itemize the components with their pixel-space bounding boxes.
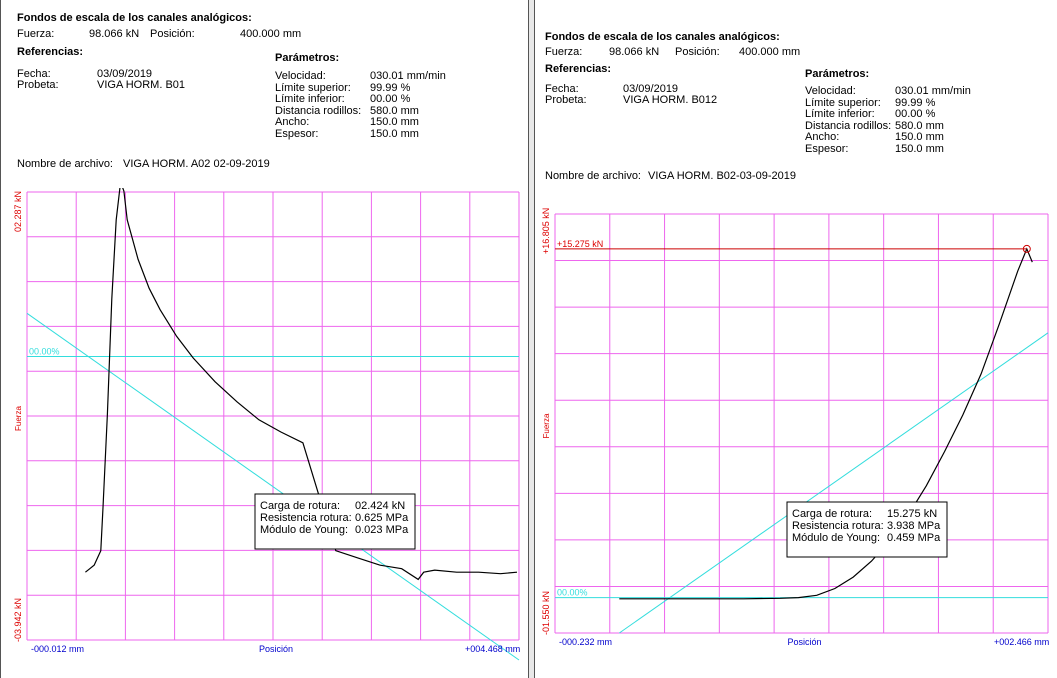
result-value: 15.275 kN xyxy=(887,508,937,520)
result-value: 0.459 MPa xyxy=(887,532,941,544)
fecha-label: Fecha: xyxy=(545,83,579,95)
param-value: 150.0 mm xyxy=(895,131,944,143)
param-label: Espesor: xyxy=(275,127,319,140)
x-axis-min-label: -000.012 mm xyxy=(31,644,84,654)
param-value: 99.99 % xyxy=(895,96,936,109)
report-header: Fondos de escala de los canales analógic… xyxy=(543,8,1053,188)
param-value: 150.0 mm xyxy=(370,116,419,128)
param-label: Límite inferior: xyxy=(275,93,345,105)
y-axis-title: Fuerza xyxy=(542,413,551,438)
probeta-value: VIGA HORM. B012 xyxy=(623,94,718,106)
param-value: 580.0 mm xyxy=(370,104,419,117)
param-label: Espesor: xyxy=(805,142,849,155)
scale-title: Fondos de escala de los canales analógic… xyxy=(17,12,252,24)
probeta-value: VIGA HORM. B01 xyxy=(97,79,186,91)
posicion-value: 400.000 mm xyxy=(739,46,801,58)
report-panel-right: Fondos de escala de los canales analógic… xyxy=(534,0,1057,678)
x-axis-max-label: +004.468 mm xyxy=(465,644,520,654)
y-axis-max-label: +16.805 kN xyxy=(541,208,551,254)
y-axis-min-label: -01.550 kN xyxy=(541,591,551,635)
param-label: Límite superior: xyxy=(275,81,351,94)
param-value: 150.0 mm xyxy=(370,127,419,140)
referencias-title: Referencias: xyxy=(545,63,612,75)
peak-load-label: +15.275 kN xyxy=(557,239,603,249)
result-label: Módulo de Young: xyxy=(260,524,348,536)
x-axis-min-label: -000.232 mm xyxy=(559,637,612,647)
param-label: Ancho: xyxy=(805,131,840,143)
result-value: 02.424 kN xyxy=(355,500,405,512)
archivo-label: Nombre de archivo: xyxy=(545,170,641,182)
y-axis-max-label: 02.287 kN xyxy=(13,191,23,232)
result-label: Módulo de Young: xyxy=(792,532,880,544)
param-value: 150.0 mm xyxy=(895,142,944,155)
scale-title: Fondos de escala de los canales analógic… xyxy=(545,31,780,43)
force-curve xyxy=(85,188,518,581)
y-axis-title: Fuerza xyxy=(14,406,23,431)
fecha-label: Fecha: xyxy=(17,68,51,80)
zero-label: 00.00% xyxy=(557,588,588,598)
param-labels: Velocidad: Límite superior: Límite infer… xyxy=(275,70,362,140)
peak-marker xyxy=(1022,244,1031,253)
panel-separator xyxy=(528,0,534,678)
param-label: Límite inferior: xyxy=(805,108,875,120)
param-value: 030.01 mm/min xyxy=(370,70,446,82)
result-value: 0.023 MPa xyxy=(355,524,409,536)
fuerza-label: Fuerza: xyxy=(17,28,55,40)
fecha-value: 03/09/2019 xyxy=(623,83,679,95)
force-position-chart: 00.00% 02.424 kN 02.287 kN -03.942 kN Fuerza… xyxy=(13,188,520,661)
param-value: 00.00 % xyxy=(370,93,411,105)
param-values: 030.01 mm/min 99.99 % 00.00 % 580.0 mm 1… xyxy=(895,85,971,155)
parametros-title: Parámetros: xyxy=(805,68,870,80)
results-box xyxy=(254,493,416,550)
param-label: Velocidad: xyxy=(805,85,856,97)
result-label: Carga de rotura: xyxy=(792,508,872,520)
x-axis-max-label: +002.466 mm xyxy=(994,637,1049,647)
young-modulus-line xyxy=(619,332,1049,634)
param-label: Ancho: xyxy=(275,116,310,128)
x-axis-title: Posición xyxy=(259,644,293,654)
zero-label: 00.00% xyxy=(29,346,60,356)
param-label: Distancia rodillos: xyxy=(805,119,892,132)
fecha-value: 03/09/2019 xyxy=(97,68,153,80)
param-values: 030.01 mm/min 99.99 % 00.00 % 580.0 mm 1… xyxy=(370,70,446,140)
posicion-label: Posición: xyxy=(675,46,720,58)
result-label: Resistencia rotura: xyxy=(260,512,352,524)
fuerza-value: 98.066 kN xyxy=(609,46,660,58)
archivo-label: Nombre de archivo: xyxy=(17,158,113,170)
posicion-value: 400.000 mm xyxy=(240,28,302,40)
param-label: Velocidad: xyxy=(275,70,326,82)
report-panel-left: Fondos de escala de los canales analógic… xyxy=(0,0,529,678)
force-position-chart: 00.00% +15.275 kN +16.805 kN -01.550 kN Fuer… xyxy=(541,208,1049,647)
param-value: 00.00 % xyxy=(895,108,936,120)
param-labels: Velocidad: Límite superior: Límite infer… xyxy=(805,85,892,155)
x-axis-title: Posición xyxy=(788,637,822,647)
results-box xyxy=(786,501,948,558)
param-value: 580.0 mm xyxy=(895,119,944,132)
param-value: 030.01 mm/min xyxy=(895,85,971,97)
param-label: Límite superior: xyxy=(805,96,881,109)
param-label: Distancia rodillos: xyxy=(275,104,362,117)
result-label: Carga de rotura: xyxy=(260,500,340,512)
y-axis-min-label: -03.942 kN xyxy=(13,598,23,642)
probeta-label: Probeta: xyxy=(17,79,59,91)
posicion-label: Posición: xyxy=(150,28,195,40)
parametros-title: Parámetros: xyxy=(275,52,340,64)
report-header: Fondos de escala de los canales analógic… xyxy=(9,8,519,188)
result-label: Resistencia rotura: xyxy=(792,520,884,532)
fuerza-label: Fuerza: xyxy=(545,46,583,58)
param-value: 99.99 % xyxy=(370,81,411,94)
archivo-value: VIGA HORM. A02 02-09-2019 xyxy=(123,158,270,170)
referencias-title: Referencias: xyxy=(17,46,84,58)
result-value: 0.625 MPa xyxy=(355,512,409,524)
archivo-value: VIGA HORM. B02-03-09-2019 xyxy=(648,170,796,182)
result-value: 3.938 MPa xyxy=(887,520,941,532)
fuerza-value: 98.066 kN xyxy=(89,28,140,40)
probeta-label: Probeta: xyxy=(545,94,587,106)
